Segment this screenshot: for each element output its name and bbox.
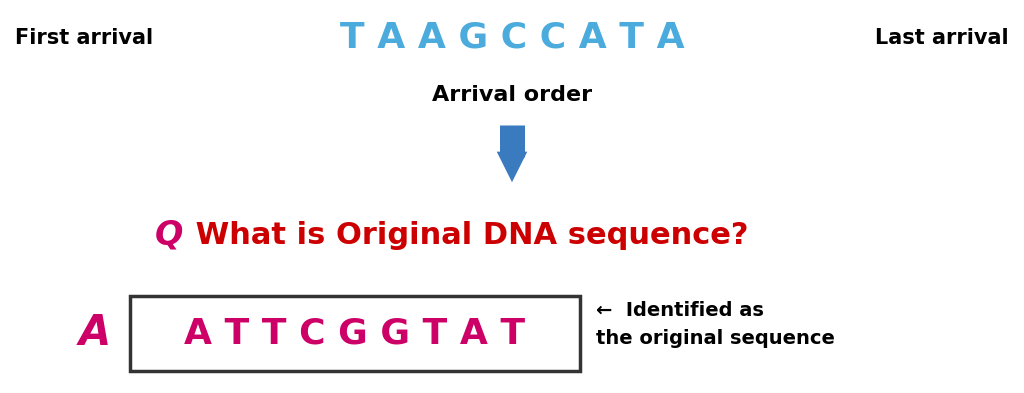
Text: First arrival: First arrival	[15, 28, 154, 48]
Text: What is Original DNA sequence?: What is Original DNA sequence?	[185, 220, 749, 250]
Text: T A A G C C A T A: T A A G C C A T A	[340, 21, 684, 55]
Text: Arrival order: Arrival order	[432, 85, 592, 105]
Text: A: A	[79, 312, 112, 354]
Text: Last arrival: Last arrival	[876, 28, 1009, 48]
Text: Q: Q	[155, 219, 183, 252]
Text: A T T C G G T A T: A T T C G G T A T	[184, 316, 525, 350]
Bar	[130, 296, 580, 371]
Text: ←  Identified as
the original sequence: ← Identified as the original sequence	[596, 301, 835, 349]
